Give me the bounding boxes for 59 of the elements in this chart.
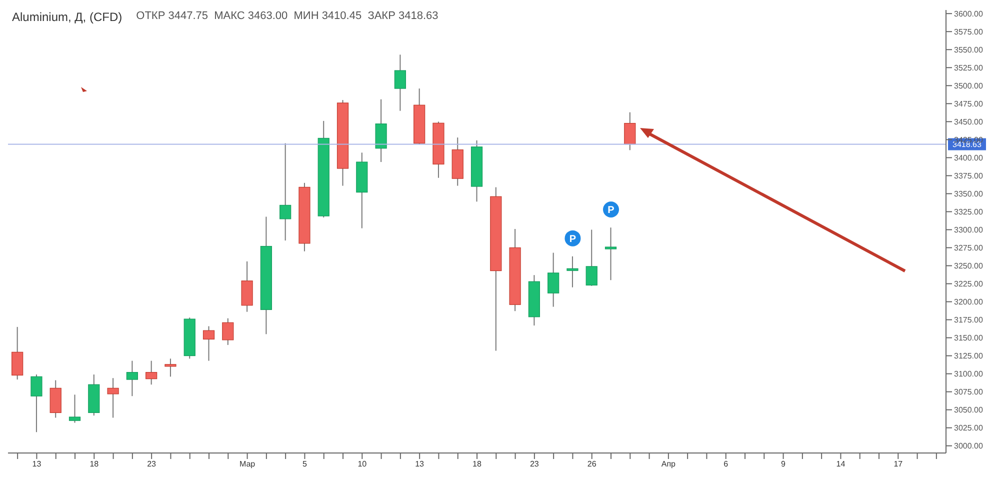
candlestick	[202, 326, 215, 362]
x-tick-label: Апр	[661, 460, 676, 469]
candlestick	[566, 256, 578, 288]
candlestick	[624, 112, 636, 151]
x-tick-label: 23	[530, 460, 540, 469]
y-tick-label: 3000.00	[954, 442, 984, 451]
x-tick-label: 23	[147, 460, 157, 469]
candlestick	[126, 360, 138, 397]
x-tick-label: 10	[358, 460, 368, 469]
y-tick-label: 3125.00	[954, 352, 984, 361]
y-tick-label: 3175.00	[954, 316, 984, 325]
x-tick-label: 18	[472, 460, 482, 469]
y-tick-label: 3500.00	[954, 81, 984, 90]
y-tick-label: 3100.00	[954, 370, 984, 379]
y-tick-label: 3400.00	[954, 154, 984, 163]
candlestick	[68, 394, 81, 424]
y-tick-label: 3025.00	[954, 424, 984, 433]
x-tick-label: 13	[415, 460, 425, 469]
x-tick-label: Мар	[239, 460, 256, 469]
x-tick-label: 17	[894, 460, 904, 469]
y-tick-label: 3150.00	[954, 334, 984, 343]
annotation: P	[569, 234, 576, 245]
y-tick-label: 3050.00	[954, 406, 984, 415]
candlestick	[394, 54, 406, 112]
x-tick-label: 18	[90, 460, 100, 469]
chart-subtitle: ОТКР 3447.75 МАКС 3463.00 МИН 3410.45 ЗАКР 3418.63	[136, 10, 438, 24]
x-tick-label: 5	[302, 460, 308, 469]
x-tick-label: 9	[781, 460, 786, 469]
y-tick-label: 3550.00	[954, 45, 984, 54]
candlestick	[222, 318, 234, 346]
candlestick	[280, 142, 292, 242]
y-tick-label: 3300.00	[954, 226, 984, 235]
x-tick-label: 13	[32, 460, 42, 469]
y-tick-label: 3225.00	[954, 280, 984, 289]
y-tick-label: 3250.00	[954, 262, 984, 271]
y-tick-label: 3525.00	[954, 63, 984, 72]
y-tick-label: 3450.00	[954, 117, 984, 126]
candlestick	[604, 227, 617, 281]
y-tick-label: 3375.00	[954, 172, 984, 181]
candlestick	[30, 374, 42, 433]
x-tick-label: 14	[836, 460, 846, 469]
y-tick-label: 3350.00	[954, 190, 984, 199]
annotation: P	[608, 205, 615, 216]
y-tick-label: 3600.00	[954, 9, 984, 18]
chart-title: Aluminium, Д, (CFD)	[12, 10, 122, 24]
y-tick-label: 3325.00	[954, 208, 984, 217]
candlestick	[164, 358, 176, 378]
y-tick-label: 3275.00	[954, 244, 984, 253]
y-tick-label: 3200.00	[954, 298, 984, 307]
y-tick-label: 3575.00	[954, 27, 984, 36]
x-tick-label: 26	[587, 460, 597, 469]
y-tick-label: 3075.00	[954, 388, 984, 397]
candlestick	[548, 252, 560, 308]
y-tick-label: 3475.00	[954, 99, 984, 108]
x-tick-label: 6	[724, 460, 729, 469]
candlestick	[146, 360, 158, 386]
candlestick	[586, 229, 598, 286]
candlestick	[12, 326, 24, 380]
candlestick	[107, 378, 119, 418]
